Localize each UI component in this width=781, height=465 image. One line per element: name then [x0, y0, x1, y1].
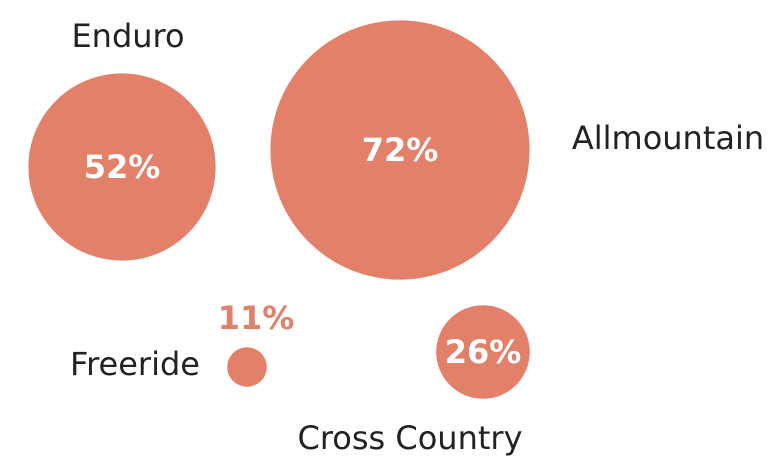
bubble	[227, 347, 267, 387]
value-label: 72%	[362, 131, 439, 169]
category-label: Enduro	[71, 17, 184, 55]
category-label: Freeride	[70, 345, 200, 383]
bubble	[270, 20, 530, 280]
value-label: 11%	[218, 299, 295, 337]
category-label: Cross Country	[297, 419, 522, 457]
value-label: 52%	[84, 148, 161, 186]
value-label: 26%	[445, 333, 522, 371]
bubble	[436, 305, 530, 399]
bubble	[28, 73, 216, 261]
category-label: Allmountain	[572, 119, 764, 157]
